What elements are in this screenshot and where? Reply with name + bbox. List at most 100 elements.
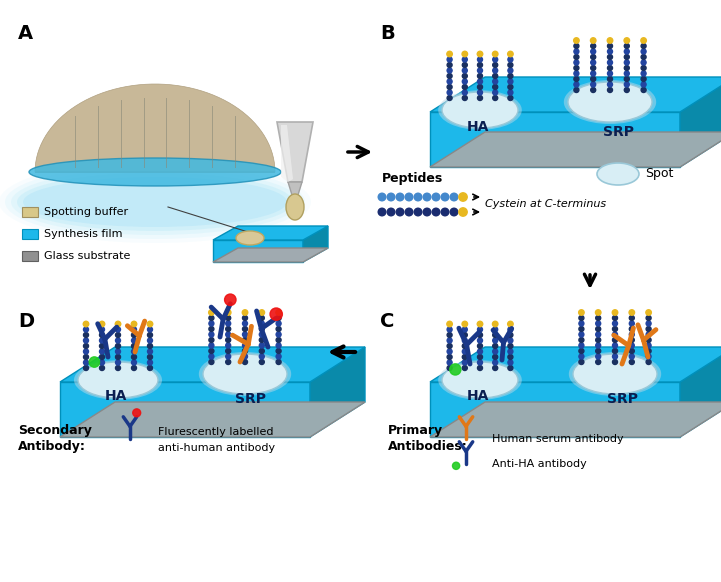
Circle shape <box>447 95 452 101</box>
Ellipse shape <box>438 360 522 400</box>
Circle shape <box>629 327 634 332</box>
Polygon shape <box>430 402 721 437</box>
Circle shape <box>260 343 265 348</box>
Circle shape <box>148 338 153 343</box>
Circle shape <box>462 73 467 79</box>
Circle shape <box>447 349 452 354</box>
Circle shape <box>462 354 467 360</box>
Circle shape <box>447 365 452 371</box>
Circle shape <box>508 79 513 84</box>
Circle shape <box>574 55 579 59</box>
Circle shape <box>492 62 497 68</box>
Circle shape <box>99 360 105 365</box>
Circle shape <box>387 208 395 216</box>
Ellipse shape <box>564 80 656 124</box>
Circle shape <box>629 338 634 342</box>
Circle shape <box>477 57 482 62</box>
Circle shape <box>84 349 89 354</box>
Text: HA: HA <box>466 389 489 403</box>
Circle shape <box>508 51 513 57</box>
Circle shape <box>492 327 497 332</box>
Circle shape <box>242 332 247 337</box>
Circle shape <box>508 360 513 365</box>
Polygon shape <box>213 226 328 240</box>
Circle shape <box>608 76 613 81</box>
Circle shape <box>148 349 153 354</box>
Circle shape <box>462 365 467 371</box>
Ellipse shape <box>438 90 522 130</box>
Circle shape <box>148 343 153 349</box>
Circle shape <box>405 208 413 216</box>
Circle shape <box>624 87 629 93</box>
Polygon shape <box>60 382 310 437</box>
Circle shape <box>477 95 482 101</box>
Circle shape <box>99 365 105 371</box>
Circle shape <box>462 90 467 95</box>
Circle shape <box>84 338 89 343</box>
Circle shape <box>447 90 452 95</box>
Circle shape <box>260 315 265 321</box>
Circle shape <box>492 332 497 338</box>
Circle shape <box>624 82 629 87</box>
Circle shape <box>209 327 214 332</box>
Circle shape <box>477 90 482 95</box>
Circle shape <box>84 327 89 332</box>
Circle shape <box>579 338 584 342</box>
Ellipse shape <box>597 163 639 185</box>
Circle shape <box>99 349 105 354</box>
Circle shape <box>462 57 467 62</box>
Circle shape <box>629 321 634 326</box>
Circle shape <box>477 79 482 84</box>
Circle shape <box>209 338 214 342</box>
Circle shape <box>462 332 467 338</box>
Circle shape <box>579 327 584 332</box>
Circle shape <box>624 71 629 76</box>
Circle shape <box>447 57 452 62</box>
Circle shape <box>99 354 105 360</box>
Circle shape <box>579 354 584 359</box>
Circle shape <box>115 327 120 332</box>
Circle shape <box>579 315 584 321</box>
Text: Secondary: Secondary <box>18 424 92 437</box>
Circle shape <box>462 321 467 327</box>
Circle shape <box>148 354 153 360</box>
Circle shape <box>447 73 452 79</box>
Circle shape <box>629 332 634 337</box>
Circle shape <box>477 327 482 332</box>
Ellipse shape <box>286 194 304 220</box>
Circle shape <box>397 208 404 216</box>
Circle shape <box>242 310 248 315</box>
Circle shape <box>613 327 617 332</box>
Circle shape <box>260 321 265 326</box>
Circle shape <box>115 360 120 365</box>
Circle shape <box>148 327 153 332</box>
Ellipse shape <box>442 92 518 128</box>
Circle shape <box>624 55 629 59</box>
Circle shape <box>209 321 214 326</box>
Circle shape <box>590 60 596 65</box>
Circle shape <box>579 321 584 326</box>
Bar <box>22 207 38 217</box>
Circle shape <box>629 354 634 359</box>
Circle shape <box>131 365 136 371</box>
Circle shape <box>477 73 482 79</box>
Ellipse shape <box>29 158 281 186</box>
Circle shape <box>629 315 634 321</box>
Circle shape <box>450 193 458 201</box>
Circle shape <box>242 338 247 342</box>
Circle shape <box>242 343 247 348</box>
Circle shape <box>115 332 120 338</box>
Circle shape <box>629 360 634 364</box>
Circle shape <box>276 321 281 326</box>
Circle shape <box>574 49 579 54</box>
Circle shape <box>379 193 386 201</box>
Text: Cystein at C-terminus: Cystein at C-terminus <box>485 199 606 209</box>
Circle shape <box>276 310 281 315</box>
Circle shape <box>242 327 247 332</box>
Circle shape <box>379 208 386 216</box>
Text: Glass substrate: Glass substrate <box>44 251 131 261</box>
Circle shape <box>462 360 467 365</box>
Circle shape <box>477 84 482 90</box>
Circle shape <box>596 349 601 353</box>
Circle shape <box>462 84 467 90</box>
